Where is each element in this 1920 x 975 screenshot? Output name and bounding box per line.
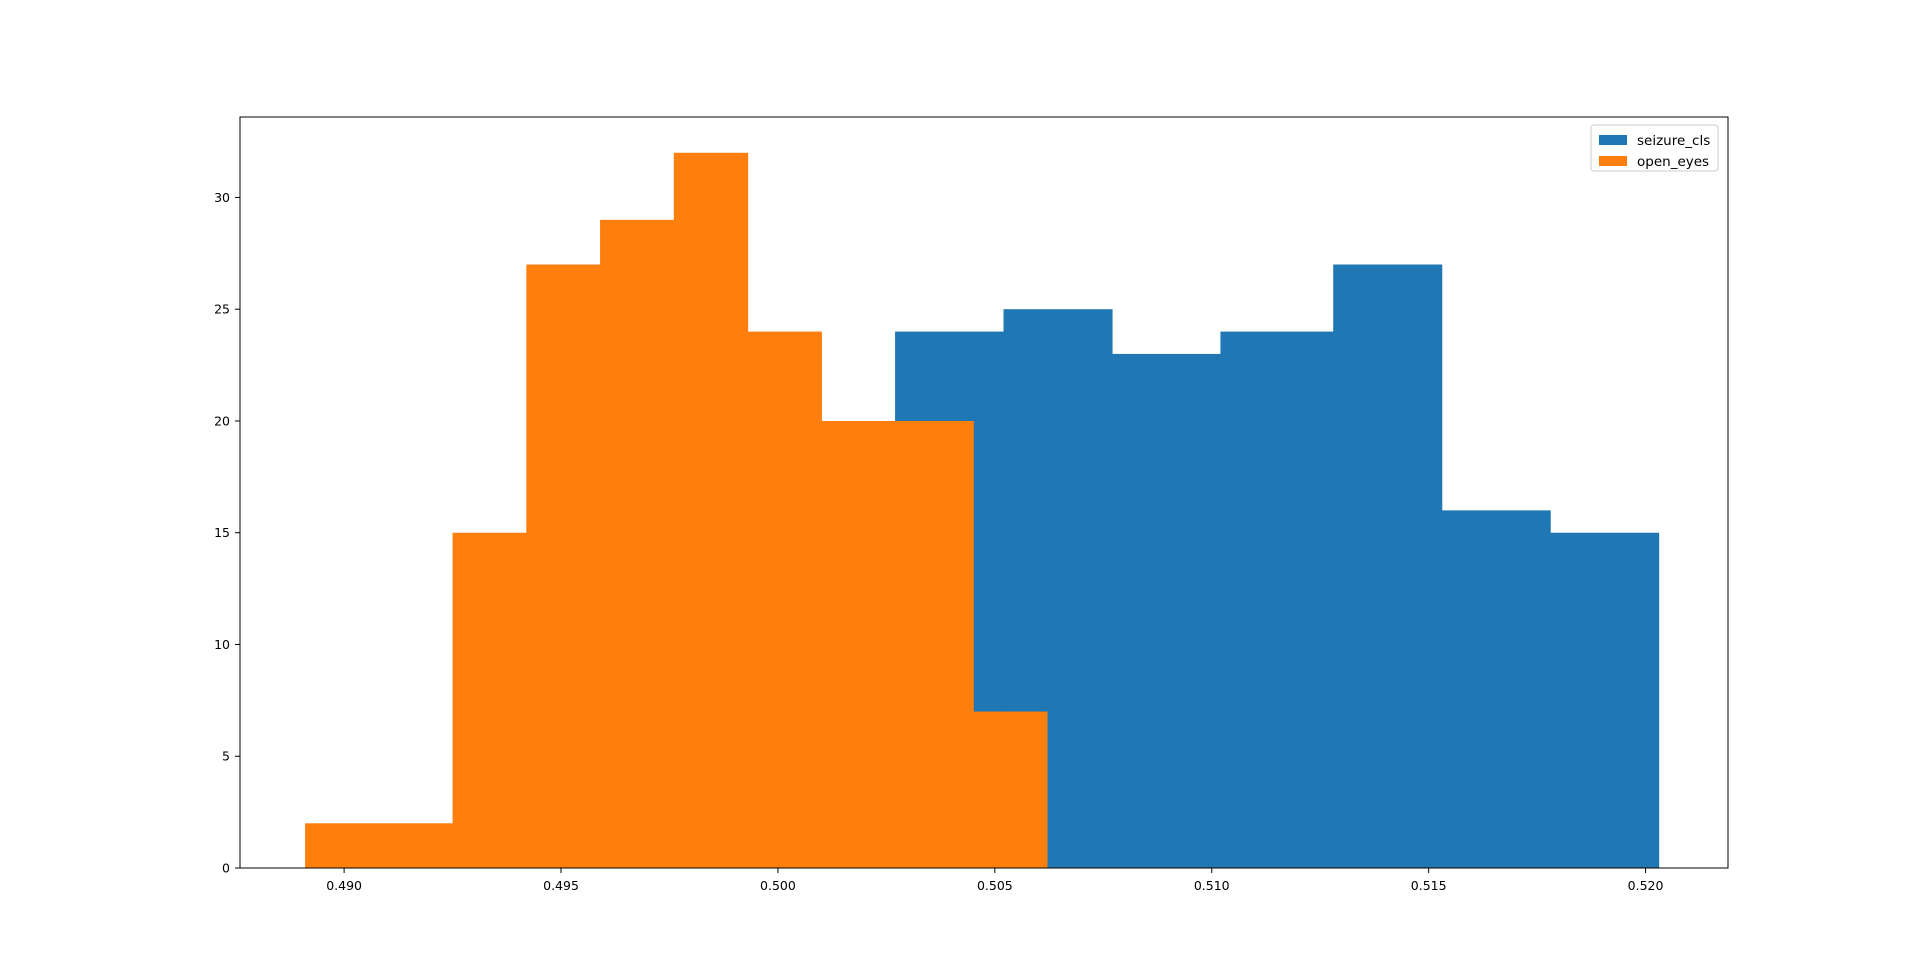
bar-open-eyes-2 bbox=[526, 264, 601, 868]
y-tick-label: 25 bbox=[214, 302, 230, 317]
bar-open-eyes-5 bbox=[747, 331, 822, 868]
legend: seizure_cls open_eyes bbox=[1590, 124, 1719, 172]
series-seizure-cls bbox=[895, 264, 1660, 869]
bar-seizure-cls-5 bbox=[1441, 510, 1551, 868]
legend-swatch-seizure-cls bbox=[1599, 135, 1627, 145]
y-tick-label: 15 bbox=[214, 525, 230, 540]
y-axis: 0 5 10 15 20 25 30 bbox=[214, 190, 240, 876]
x-axis: 0.490 0.495 0.500 0.505 0.510 0.515 0.520 bbox=[326, 868, 1664, 893]
series-open-eyes bbox=[305, 152, 1048, 868]
x-tick-label: 0.520 bbox=[1628, 878, 1664, 893]
bar-open-eyes-4 bbox=[673, 152, 749, 868]
y-tick-label: 0 bbox=[222, 861, 230, 876]
legend-swatch-open-eyes bbox=[1599, 156, 1627, 166]
legend-label-seizure-cls: seizure_cls bbox=[1637, 133, 1710, 149]
bar-open-eyes-1 bbox=[452, 532, 527, 868]
bar-seizure-cls-3 bbox=[1220, 331, 1334, 868]
bars-layer bbox=[305, 152, 1660, 869]
y-tick-label: 20 bbox=[214, 413, 230, 428]
y-tick-label: 10 bbox=[214, 637, 230, 652]
x-tick-label: 0.500 bbox=[760, 878, 796, 893]
x-tick-label: 0.505 bbox=[977, 878, 1013, 893]
bar-open-eyes-0 bbox=[305, 823, 454, 868]
bar-seizure-cls-4 bbox=[1333, 264, 1443, 868]
bar-open-eyes-7 bbox=[895, 420, 974, 868]
bar-open-eyes-8 bbox=[973, 711, 1048, 868]
bar-open-eyes-3 bbox=[600, 219, 675, 868]
legend-label-open-eyes: open_eyes bbox=[1637, 154, 1709, 170]
plot-frame bbox=[239, 116, 1729, 869]
x-tick-label: 0.510 bbox=[1194, 878, 1230, 893]
bar-open-eyes-6 bbox=[821, 420, 896, 868]
x-tick-label: 0.515 bbox=[1411, 878, 1447, 893]
bar-seizure-cls-2 bbox=[1111, 353, 1222, 868]
y-tick-label: 5 bbox=[222, 749, 230, 764]
x-tick-label: 0.490 bbox=[326, 878, 362, 893]
bar-seizure-cls-6 bbox=[1550, 532, 1660, 868]
y-tick-label: 30 bbox=[214, 190, 230, 205]
x-tick-label: 0.495 bbox=[543, 878, 579, 893]
